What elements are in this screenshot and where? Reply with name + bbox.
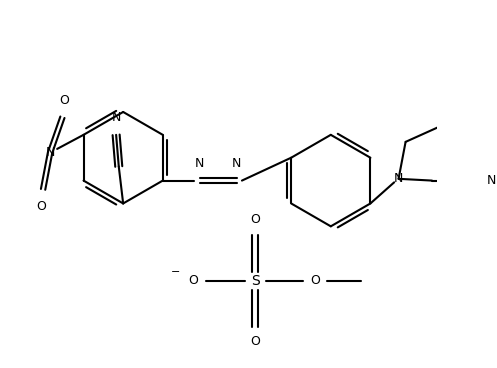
Text: N: N [195,157,204,170]
Text: N: N [45,146,55,159]
Text: N: N [487,174,497,187]
Text: O: O [250,213,260,226]
Text: −: − [171,267,180,277]
Text: O: O [36,200,46,213]
Text: N: N [394,172,403,185]
Text: N: N [232,157,242,170]
Text: O: O [59,94,69,107]
Text: O: O [310,275,320,287]
Text: O: O [188,275,198,287]
Text: S: S [251,274,259,288]
Text: N: N [111,111,121,124]
Text: O: O [250,335,260,348]
